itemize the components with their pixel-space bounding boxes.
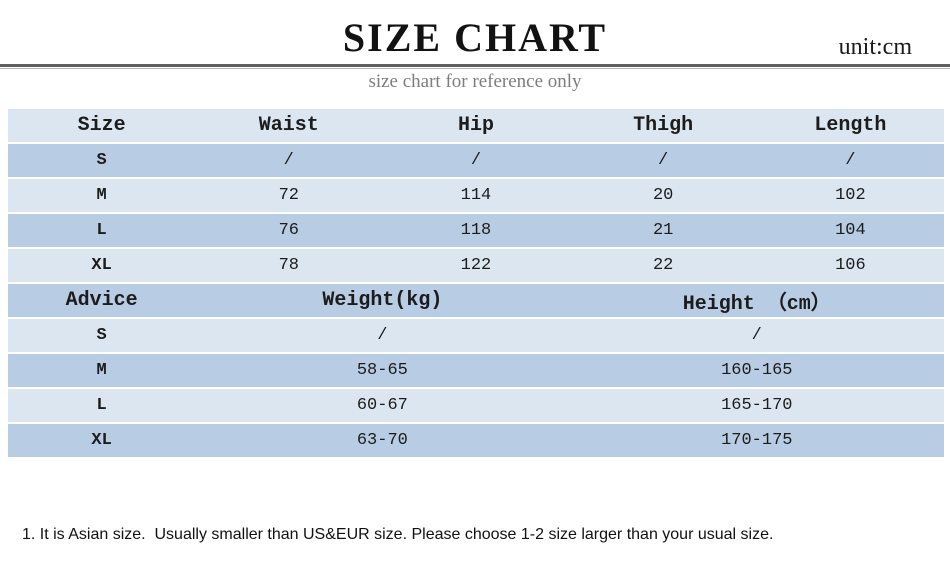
table-cell-thigh: 22 <box>569 249 757 282</box>
table-cell-size: M <box>8 354 196 387</box>
table-cell-length: / <box>756 144 944 177</box>
table-cell-hip: / <box>382 144 570 177</box>
column-header-hip: Hip <box>382 109 570 142</box>
column-header-advice: Advice <box>8 284 196 317</box>
advice-row-xl: XL 63-70 170-175 <box>8 424 944 457</box>
table-cell-height: 165-170 <box>569 389 944 422</box>
page-subtitle: size chart for reference only <box>368 71 582 92</box>
header-divider <box>0 64 950 69</box>
note-1: 1. It is Asian size. Usually smaller tha… <box>22 526 774 543</box>
table-cell-thigh: 21 <box>569 214 757 247</box>
table-cell-waist: 78 <box>195 249 383 282</box>
column-header-length: Length <box>756 109 944 142</box>
page-title: SIZE CHART <box>342 15 608 60</box>
table-cell-hip: 114 <box>382 179 570 212</box>
table-cell-weight: 63-70 <box>195 424 570 457</box>
table-cell-thigh: 20 <box>569 179 757 212</box>
table-cell-weight: 58-65 <box>195 354 570 387</box>
size-table-header-row: Size Waist Hip Thigh Length <box>8 109 944 142</box>
table-cell-waist: 72 <box>195 179 383 212</box>
column-header-thigh: Thigh <box>569 109 757 142</box>
table-row-s: S / / / / <box>8 144 944 177</box>
table-row-l: L 76 118 21 104 <box>8 214 944 247</box>
size-table: Size Waist Hip Thigh Length S / / / / M … <box>8 107 944 459</box>
unit-label: unit:cm <box>838 34 912 60</box>
advice-row-l: L 60-67 165-170 <box>8 389 944 422</box>
table-row-xl: XL 78 122 22 106 <box>8 249 944 282</box>
table-cell-size: S <box>8 319 196 352</box>
table-cell-hip: 118 <box>382 214 570 247</box>
footer-notes: 1. It is Asian size. Usually smaller tha… <box>22 475 920 576</box>
table-cell-weight: 60-67 <box>195 389 570 422</box>
table-cell-thigh: / <box>569 144 757 177</box>
page-header: SIZE CHART unit:cm <box>0 0 950 64</box>
advice-row-m: M 58-65 160-165 <box>8 354 944 387</box>
column-header-weight: Weight(kg) <box>195 284 570 317</box>
table-cell-hip: 122 <box>382 249 570 282</box>
advice-header-row: Advice Weight(kg) Height （cm） <box>8 284 944 317</box>
table-cell-size: L <box>8 214 196 247</box>
table-cell-size: XL <box>8 424 196 457</box>
table-cell-weight: / <box>195 319 570 352</box>
advice-row-s: S / / <box>8 319 944 352</box>
column-header-height: Height （cm） <box>569 284 944 317</box>
table-cell-size: L <box>8 389 196 422</box>
table-cell-height: 170-175 <box>569 424 944 457</box>
table-cell-length: 104 <box>756 214 944 247</box>
table-cell-height: 160-165 <box>569 354 944 387</box>
column-header-waist: Waist <box>195 109 383 142</box>
table-cell-size: S <box>8 144 196 177</box>
column-header-size: Size <box>8 109 196 142</box>
table-cell-waist: / <box>195 144 383 177</box>
table-cell-size: M <box>8 179 196 212</box>
table-cell-length: 102 <box>756 179 944 212</box>
table-cell-length: 106 <box>756 249 944 282</box>
table-row-m: M 72 114 20 102 <box>8 179 944 212</box>
table-cell-height: / <box>569 319 944 352</box>
table-cell-size: XL <box>8 249 196 282</box>
table-cell-waist: 76 <box>195 214 383 247</box>
